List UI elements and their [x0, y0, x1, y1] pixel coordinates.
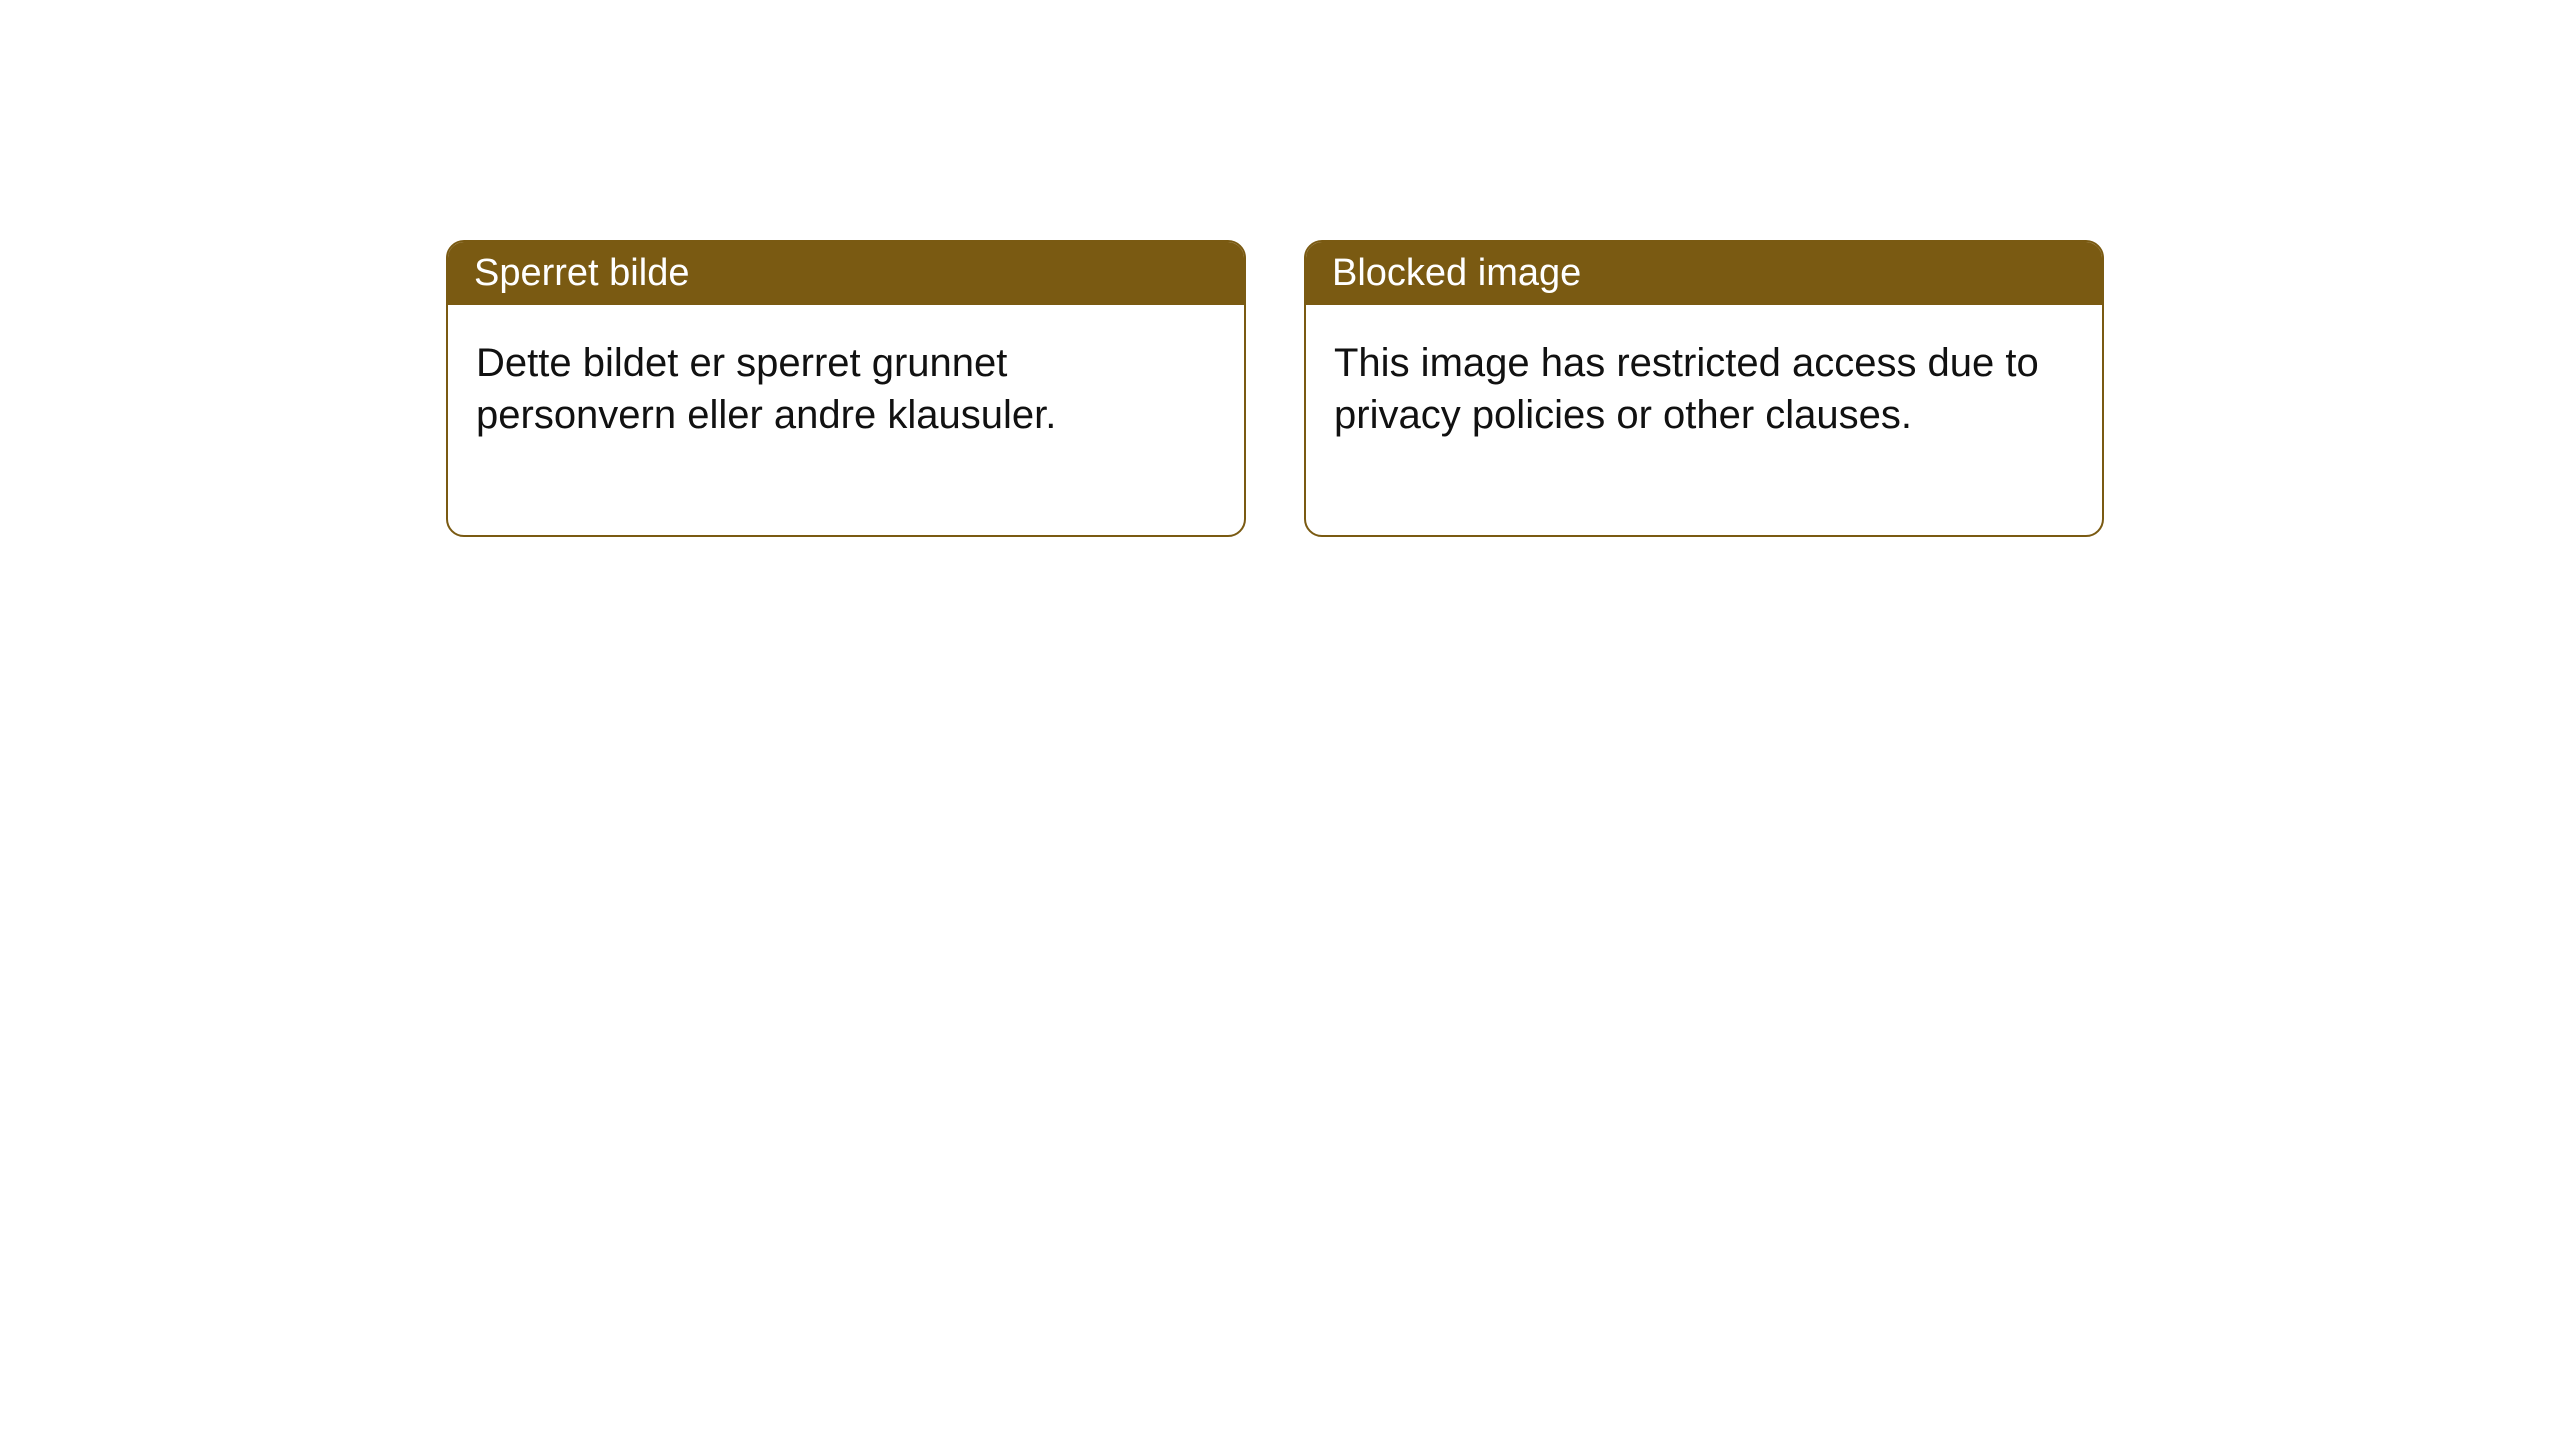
notice-card-english: Blocked image This image has restricted …: [1304, 240, 2104, 537]
notice-body-text: Dette bildet er sperret grunnet personve…: [476, 341, 1056, 437]
notice-cards-container: Sperret bilde Dette bildet er sperret gr…: [446, 240, 2104, 537]
notice-header-text: Sperret bilde: [474, 252, 689, 294]
notice-card-norwegian: Sperret bilde Dette bildet er sperret gr…: [446, 240, 1246, 537]
notice-body: This image has restricted access due to …: [1306, 305, 2102, 535]
notice-header: Sperret bilde: [448, 242, 1244, 305]
notice-header-text: Blocked image: [1332, 252, 1581, 294]
notice-header: Blocked image: [1306, 242, 2102, 305]
notice-body: Dette bildet er sperret grunnet personve…: [448, 305, 1244, 535]
notice-body-text: This image has restricted access due to …: [1334, 341, 2039, 437]
